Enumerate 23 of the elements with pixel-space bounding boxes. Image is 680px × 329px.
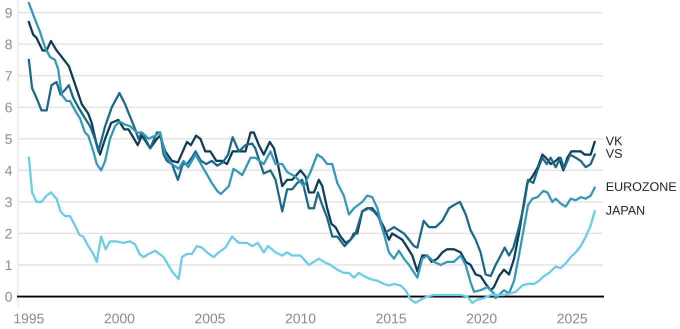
y-tick-label: 3 — [5, 197, 12, 208]
series-label: JAPAN — [606, 206, 644, 215]
x-tick-label: 2020 — [466, 314, 497, 324]
x-tick-label: 2005 — [195, 314, 225, 324]
y-tick-label: 4 — [5, 166, 12, 176]
series-label: EUROZONE — [606, 182, 676, 192]
y-tick-label: 6 — [5, 102, 12, 112]
line-series — [28, 156, 596, 304]
y-tick-label: 1 — [6, 260, 12, 270]
y-tick-label: 5 — [5, 134, 12, 144]
y-tick-label: 8 — [5, 40, 12, 50]
series-label: VK — [606, 136, 622, 146]
x-tick-label: 2000 — [104, 314, 134, 324]
y-tick-label: 2 — [5, 228, 12, 238]
line-series — [28, 58, 596, 278]
x-tick-label: 1995 — [14, 314, 44, 324]
x-tick-label: 2025 — [557, 314, 588, 324]
series-label: VS — [606, 149, 622, 158]
x-tick-label: 2015 — [376, 314, 406, 324]
y-tick-label: 7 — [5, 71, 12, 81]
y-tick-label: 0 — [5, 292, 12, 302]
y-tick-label: 9 — [5, 8, 12, 18]
x-tick-label: 2010 — [286, 314, 316, 324]
